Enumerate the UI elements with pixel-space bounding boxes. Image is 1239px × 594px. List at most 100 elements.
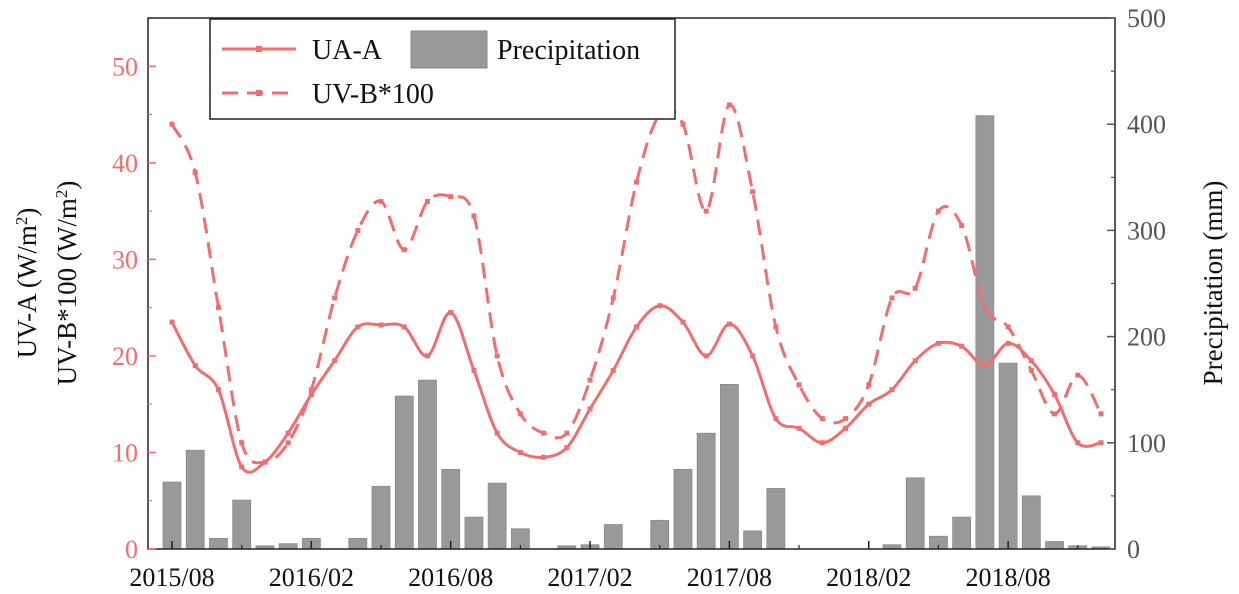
series-marker-ua-a (1052, 392, 1058, 398)
series-marker-ua-a (819, 440, 825, 446)
series-marker-uv-b-100 (959, 223, 965, 229)
precipitation-bar (232, 499, 252, 550)
series-marker-ua-a (494, 430, 500, 436)
left-axis-tick-label: 30 (112, 245, 138, 274)
series-marker-uv-b-100 (750, 189, 756, 195)
series-marker-ua-a (866, 401, 872, 407)
series-marker-ua-a (1098, 440, 1104, 446)
series-marker-ua-a (378, 322, 384, 328)
precipitation-bar (162, 481, 182, 550)
series-marker-ua-a (587, 406, 593, 412)
series-marker-uv-b-100 (982, 305, 988, 311)
precipitation-bar (464, 516, 484, 550)
series-marker-ua-a (773, 416, 779, 422)
left-axis-label-line1: UV-A (W/m2) (12, 208, 43, 359)
series-marker-ua-a (889, 387, 895, 393)
precipitation-bar (696, 432, 716, 550)
legend-swatch-ua-a-marker (256, 46, 262, 52)
left-axis-tick-label: 20 (112, 342, 138, 371)
precipitation-bar (720, 383, 739, 550)
series-marker-uv-b-100 (517, 411, 523, 417)
precipitation-bar (603, 524, 623, 550)
precipitation-bar (1045, 541, 1064, 550)
legend: UA-A Precipitation UV-B*100 (209, 18, 676, 120)
series-marker-uv-b-100 (680, 121, 686, 127)
series-marker-ua-a (564, 445, 570, 451)
right-axis-tick-label: 0 (1127, 535, 1140, 564)
series-marker-ua-a (332, 358, 338, 364)
series-marker-uv-b-100 (889, 295, 895, 301)
right-axis-tick-label: 500 (1127, 4, 1166, 33)
series-marker-uv-b-100 (1075, 372, 1081, 378)
series-marker-ua-a (912, 358, 918, 364)
series-line-uv-b-100 (170, 103, 1103, 465)
right-axis-tick-label: 100 (1127, 429, 1166, 458)
right-axis-tick-label: 200 (1127, 323, 1166, 352)
precipitation-bar (952, 516, 972, 550)
series-marker-uv-b-100 (1028, 367, 1034, 373)
left-axis-tick-label: 50 (112, 52, 138, 81)
series-marker-uv-b-100 (355, 227, 361, 233)
series-marker-ua-a (169, 319, 175, 325)
series-marker-uv-b-100 (796, 382, 802, 388)
series-marker-ua-a (935, 340, 941, 346)
series-marker-uv-b-100 (169, 121, 175, 127)
series-marker-ua-a (215, 387, 221, 393)
series-marker-ua-a (703, 353, 709, 359)
series-marker-ua-a (517, 449, 523, 455)
left-axis-label-line2: UV-B*100 (W/m2) (52, 181, 83, 386)
x-axis-tick-label: 2016/02 (269, 563, 354, 592)
series-marker-uv-b-100 (634, 179, 639, 185)
precipitation-bar (394, 395, 414, 550)
left-axis-label: UV-A (W/m2) UV-B*100 (W/m2) (12, 181, 83, 386)
series-marker-uv-b-100 (471, 213, 477, 219)
series-marker-uv-b-100 (773, 324, 779, 330)
precipitation-bar (278, 543, 298, 550)
series-marker-uv-b-100 (587, 377, 593, 383)
precipitation-bar (209, 537, 228, 550)
series-marker-uv-b-100 (262, 459, 268, 465)
right-axis-tick-label: 400 (1127, 110, 1166, 139)
series-marker-ua-a (657, 303, 663, 309)
series-marker-ua-a (239, 464, 245, 470)
series-marker-ua-a (541, 454, 547, 460)
series-marker-uv-b-100 (866, 382, 872, 388)
series-marker-uv-b-100 (1098, 411, 1104, 417)
precipitation-bar (418, 379, 437, 550)
precipitation-bars (162, 115, 1111, 550)
series-marker-uv-b-100 (610, 295, 616, 301)
precipitation-bar (487, 482, 507, 550)
series-marker-ua-a (448, 309, 454, 315)
series-marker-uv-b-100 (285, 440, 291, 446)
series-marker-uv-b-100 (703, 208, 709, 214)
series-marker-ua-a (843, 425, 849, 431)
right-axis-tick-label: 300 (1127, 216, 1166, 245)
series-marker-ua-a (285, 430, 291, 436)
left-axis-tick-label: 10 (112, 438, 138, 467)
left-axis-tick-label: 0 (125, 535, 138, 564)
series-marker-uv-b-100 (448, 194, 454, 200)
precipitation-bar (348, 537, 368, 550)
series-marker-ua-a (726, 321, 732, 327)
legend-label-uv-b: UV-B*100 (312, 79, 434, 110)
series-marker-ua-a (982, 363, 988, 369)
series-marker-ua-a (1075, 440, 1081, 446)
x-axis-tick-label: 2015/08 (129, 563, 214, 592)
uv-lines (169, 102, 1104, 474)
precipitation-bar (673, 468, 693, 550)
precipitation-bar (185, 449, 205, 550)
series-marker-ua-a (750, 353, 756, 359)
legend-swatch-precipitation (410, 30, 488, 69)
series-marker-uv-b-100 (1005, 324, 1011, 330)
series-marker-ua-a (471, 367, 477, 373)
right-axis-label: Precipitation (mm) (1198, 181, 1228, 386)
series-marker-uv-b-100 (564, 430, 570, 436)
precipitation-bar (743, 530, 763, 550)
series-marker-uv-b-100 (541, 430, 547, 436)
series-marker-uv-b-100 (239, 440, 245, 446)
legend-swatch-uv-b-marker (256, 90, 262, 96)
series-marker-ua-a (680, 319, 686, 325)
series-marker-ua-a (401, 324, 407, 330)
precipitation-bar (766, 488, 786, 550)
series-marker-uv-b-100 (424, 198, 430, 204)
